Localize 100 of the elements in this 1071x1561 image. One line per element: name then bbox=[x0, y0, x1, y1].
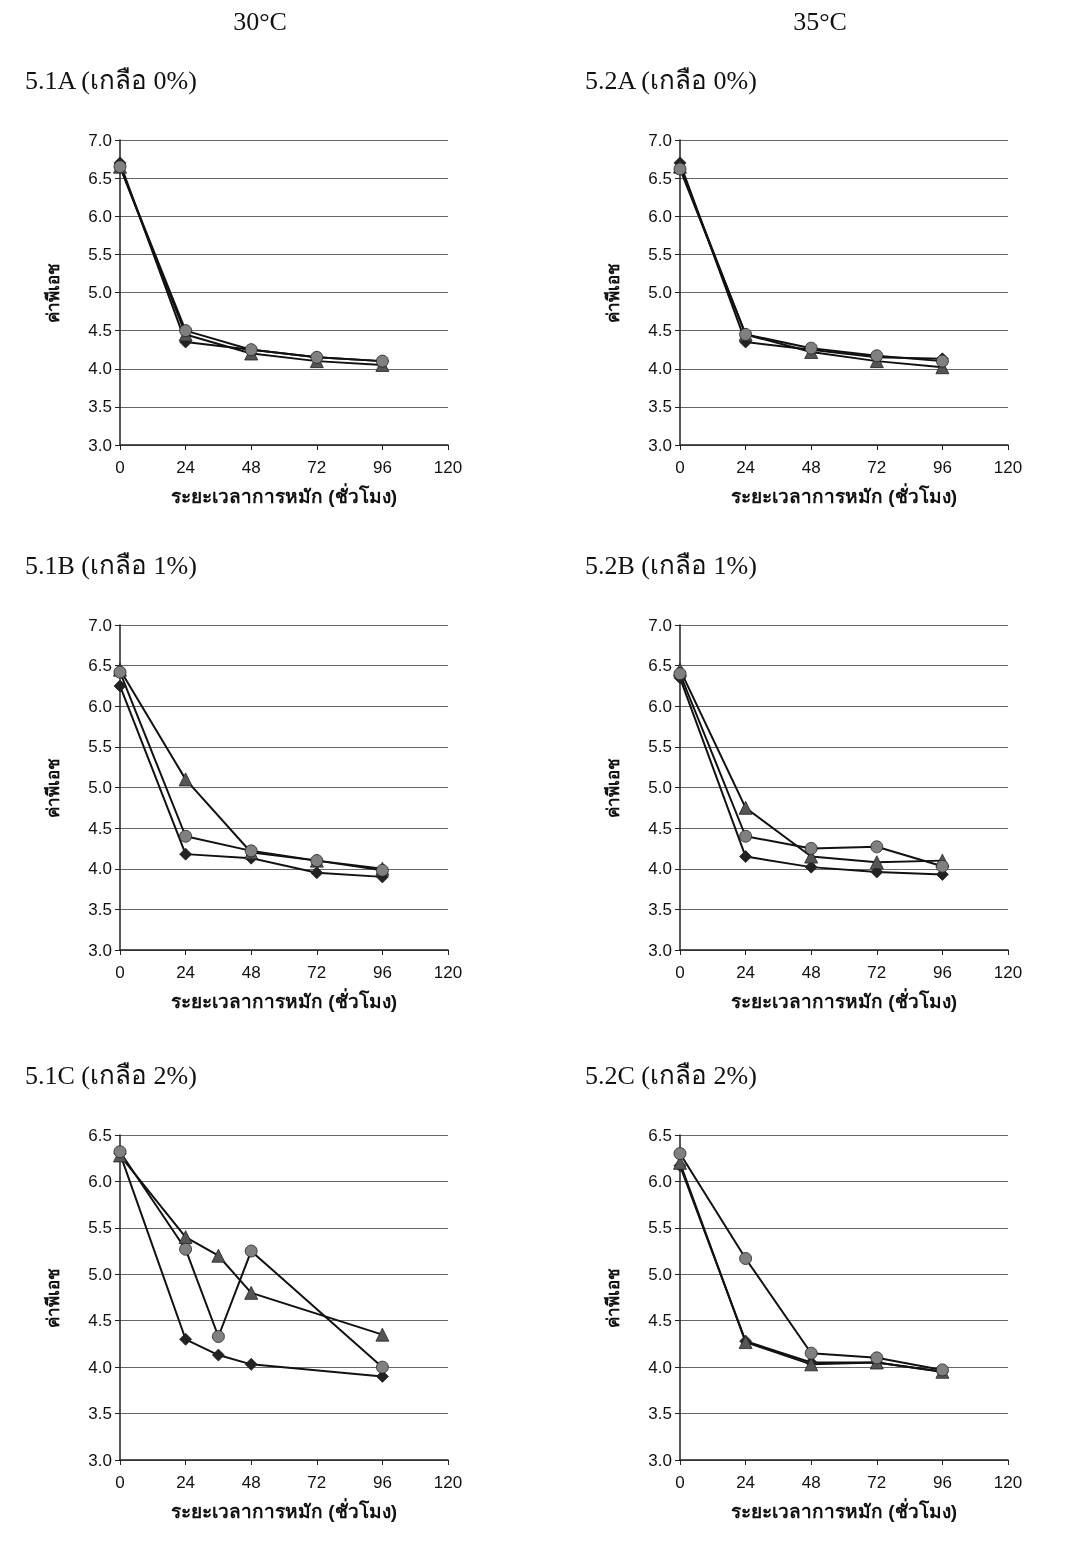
y-tick-label: 3.0 bbox=[648, 1450, 672, 1470]
chart-title: 5.1C (เกลือ 2%) bbox=[25, 1060, 197, 1090]
y-axis-title: ค่าพีเอช bbox=[603, 262, 623, 323]
y-axis-title: ค่าพีเอช bbox=[603, 757, 623, 818]
y-tick-label: 6.0 bbox=[88, 696, 112, 716]
y-tick-label: 6.5 bbox=[88, 168, 112, 188]
x-tick-label: 48 bbox=[241, 963, 261, 982]
y-tick-label: 6.0 bbox=[648, 1171, 672, 1191]
x-tick-label: 48 bbox=[801, 458, 821, 477]
y-tick-label: 7.0 bbox=[648, 130, 672, 150]
x-tick-label: 0 bbox=[675, 963, 685, 982]
x-tick-label: 72 bbox=[867, 458, 887, 477]
x-tick-label: 0 bbox=[675, 458, 685, 477]
y-tick-label: 4.5 bbox=[648, 818, 672, 838]
x-tick-label: 96 bbox=[372, 1473, 392, 1492]
y-tick-label: 6.0 bbox=[88, 206, 112, 226]
y-tick-label: 3.5 bbox=[648, 1404, 672, 1424]
y-tick-label: 5.5 bbox=[648, 737, 672, 757]
x-tick-label: 120 bbox=[433, 1473, 463, 1492]
x-tick-label: 120 bbox=[993, 1473, 1023, 1492]
y-tick-label: 3.0 bbox=[648, 435, 672, 455]
y-tick-label: 3.5 bbox=[88, 1404, 112, 1424]
x-tick-label: 24 bbox=[176, 963, 196, 982]
x-tick-label: 72 bbox=[307, 963, 327, 982]
x-tick-label: 24 bbox=[176, 1473, 196, 1492]
y-tick-label: 5.5 bbox=[88, 737, 112, 757]
y-tick-label: 6.5 bbox=[88, 1125, 112, 1145]
x-axis-title: ระยะเวลาการหมัก (ชั่วโมง) bbox=[171, 1498, 397, 1522]
x-tick-label: 72 bbox=[307, 458, 327, 477]
chart-title: 5.2A (เกลือ 0%) bbox=[585, 65, 757, 95]
x-tick-label: 120 bbox=[993, 458, 1023, 477]
y-axis-title: ค่าพีเอช bbox=[43, 262, 63, 323]
y-tick-label: 3.0 bbox=[648, 940, 672, 960]
y-tick-label: 4.0 bbox=[88, 859, 112, 879]
x-tick-label: 0 bbox=[115, 963, 125, 982]
x-tick-label: 120 bbox=[433, 963, 463, 982]
y-tick-label: 4.0 bbox=[648, 859, 672, 879]
x-axis-title: ระยะเวลาการหมัก (ชั่วโมง) bbox=[731, 483, 957, 507]
y-tick-label: 5.0 bbox=[88, 283, 112, 302]
x-tick-label: 24 bbox=[736, 458, 756, 477]
y-tick-label: 4.5 bbox=[648, 1311, 672, 1331]
text: 35°C bbox=[793, 6, 847, 36]
y-tick-label: 7.0 bbox=[88, 130, 112, 150]
x-tick-label: 48 bbox=[801, 963, 821, 982]
chart-title: 5.1B (เกลือ 1%) bbox=[25, 550, 197, 580]
x-tick-label: 96 bbox=[372, 963, 392, 982]
y-tick-label: 4.5 bbox=[88, 321, 112, 341]
x-tick-label: 120 bbox=[433, 458, 463, 477]
y-tick-label: 6.0 bbox=[88, 1171, 112, 1191]
y-tick-label: 5.0 bbox=[88, 778, 112, 797]
x-tick-label: 24 bbox=[176, 458, 196, 477]
y-tick-label: 3.0 bbox=[88, 1450, 112, 1470]
chart-title: 5.2B (เกลือ 1%) bbox=[585, 550, 757, 580]
x-tick-label: 48 bbox=[241, 1473, 261, 1492]
y-tick-label: 6.5 bbox=[88, 656, 112, 676]
y-tick-label: 4.0 bbox=[648, 359, 672, 379]
x-axis-title: ระยะเวลาการหมัก (ชั่วโมง) bbox=[731, 988, 957, 1012]
x-tick-label: 72 bbox=[307, 1473, 327, 1492]
y-tick-label: 4.5 bbox=[88, 818, 112, 838]
y-tick-label: 5.5 bbox=[648, 1218, 672, 1238]
y-tick-label: 3.5 bbox=[88, 397, 112, 417]
y-tick-label: 4.5 bbox=[88, 1311, 112, 1331]
chart-title: 5.1A (เกลือ 0%) bbox=[25, 65, 197, 95]
y-tick-label: 4.0 bbox=[648, 1357, 672, 1377]
y-tick-label: 3.0 bbox=[88, 940, 112, 960]
y-tick-label: 5.0 bbox=[648, 283, 672, 302]
y-tick-label: 6.5 bbox=[648, 168, 672, 188]
x-tick-label: 96 bbox=[932, 458, 952, 477]
x-tick-label: 96 bbox=[932, 963, 952, 982]
y-axis-title: ค่าพีเอช bbox=[43, 757, 63, 818]
y-tick-label: 4.0 bbox=[88, 359, 112, 379]
y-tick-label: 6.5 bbox=[648, 656, 672, 676]
y-tick-label: 6.0 bbox=[648, 206, 672, 226]
y-tick-label: 5.0 bbox=[648, 1264, 672, 1284]
y-tick-label: 5.5 bbox=[88, 244, 112, 264]
x-tick-label: 96 bbox=[932, 1473, 952, 1492]
y-tick-label: 5.5 bbox=[648, 244, 672, 264]
x-axis-title: ระยะเวลาการหมัก (ชั่วโมง) bbox=[731, 1498, 957, 1522]
x-tick-label: 0 bbox=[115, 458, 125, 477]
x-tick-label: 72 bbox=[867, 963, 887, 982]
x-axis-title: ระยะเวลาการหมัก (ชั่วโมง) bbox=[171, 988, 397, 1012]
y-tick-label: 3.5 bbox=[88, 899, 112, 919]
y-tick-label: 3.0 bbox=[88, 435, 112, 455]
y-tick-label: 6.0 bbox=[648, 696, 672, 716]
x-tick-label: 120 bbox=[993, 963, 1023, 982]
x-tick-label: 24 bbox=[736, 963, 756, 982]
x-tick-label: 72 bbox=[867, 1473, 887, 1492]
y-tick-label: 3.5 bbox=[648, 397, 672, 417]
y-tick-label: 5.0 bbox=[88, 1264, 112, 1284]
y-tick-label: 4.0 bbox=[88, 1357, 112, 1377]
x-tick-label: 48 bbox=[241, 458, 261, 477]
y-tick-label: 7.0 bbox=[648, 615, 672, 635]
x-axis-title: ระยะเวลาการหมัก (ชั่วโมง) bbox=[171, 483, 397, 507]
y-tick-label: 6.5 bbox=[648, 1125, 672, 1145]
x-tick-label: 48 bbox=[801, 1473, 821, 1492]
y-tick-label: 5.5 bbox=[88, 1218, 112, 1238]
x-tick-label: 0 bbox=[115, 1473, 125, 1492]
x-tick-label: 0 bbox=[675, 1473, 685, 1492]
text: 30°C bbox=[233, 6, 287, 36]
y-tick-label: 3.5 bbox=[648, 899, 672, 919]
